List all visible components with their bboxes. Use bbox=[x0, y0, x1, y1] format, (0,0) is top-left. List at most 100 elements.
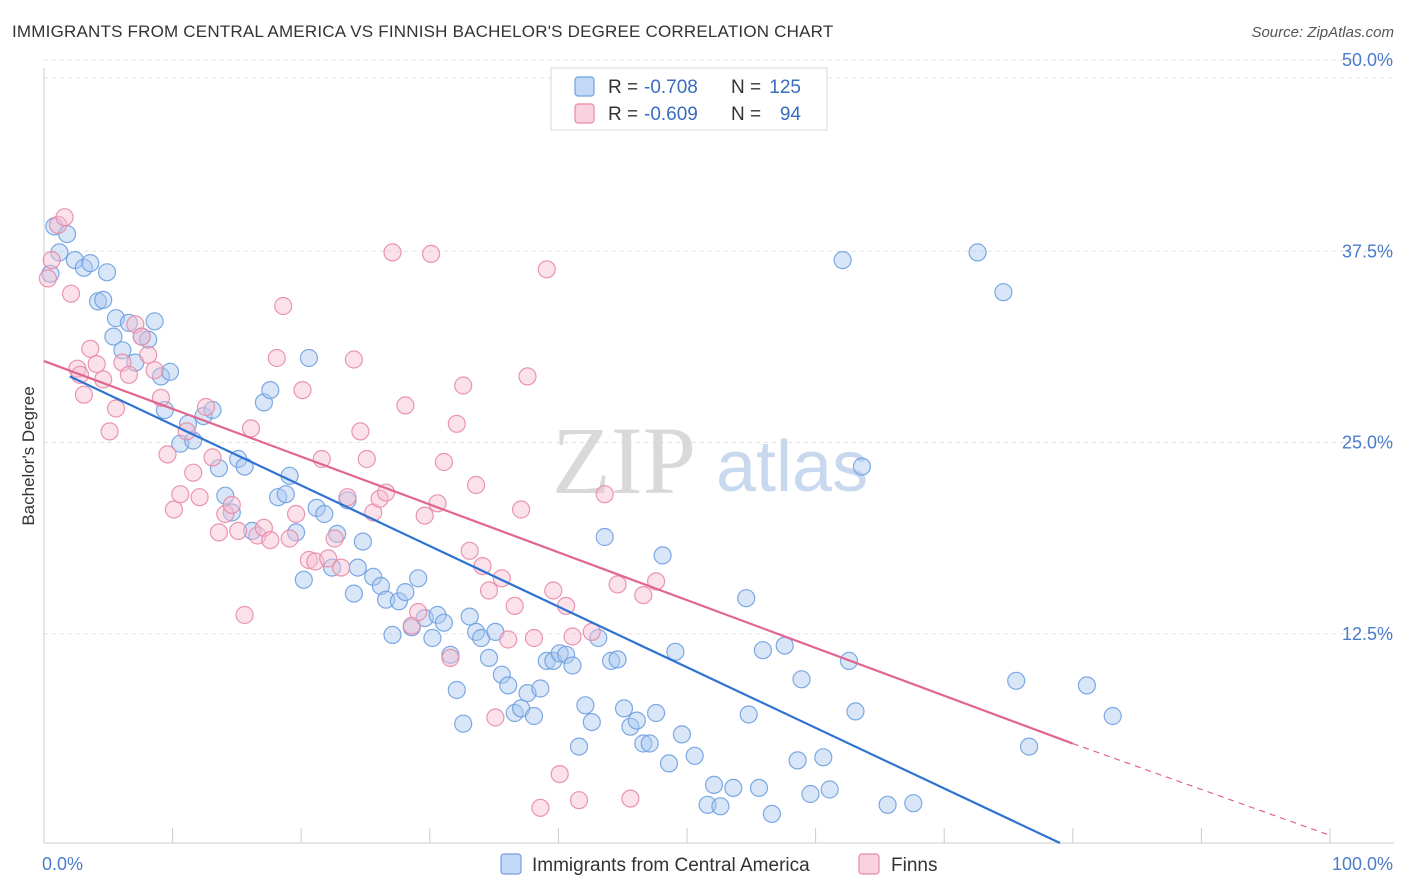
data-point bbox=[454, 376, 473, 395]
watermark-atlas: atlas bbox=[716, 427, 868, 507]
data-point bbox=[846, 702, 865, 721]
data-point bbox=[621, 789, 640, 808]
data-point bbox=[634, 734, 653, 753]
chart-title: IMMIGRANTS FROM CENTRAL AMERICA VS FINNI… bbox=[12, 22, 834, 41]
data-point bbox=[460, 607, 479, 626]
data-point bbox=[299, 550, 318, 570]
data-point bbox=[467, 475, 486, 495]
data-point bbox=[74, 385, 94, 404]
legend-n-value-2: 94 bbox=[780, 104, 802, 125]
data-point bbox=[441, 648, 460, 668]
points-layer bbox=[38, 208, 1122, 824]
data-point bbox=[1103, 706, 1122, 726]
data-point bbox=[556, 645, 576, 664]
legend-r-value-1: -0.708 bbox=[644, 77, 698, 98]
data-point bbox=[325, 529, 344, 548]
data-point bbox=[396, 396, 415, 415]
series-central-america bbox=[41, 217, 1122, 824]
data-point bbox=[569, 791, 589, 810]
chart-source: Source: ZipAtlas.com bbox=[1251, 24, 1394, 41]
data-point bbox=[203, 448, 222, 467]
data-point bbox=[434, 452, 453, 472]
watermark: ZIP atlas bbox=[552, 407, 868, 514]
data-point bbox=[608, 650, 627, 669]
data-point bbox=[344, 350, 363, 369]
data-point bbox=[499, 630, 518, 649]
data-point bbox=[383, 625, 402, 645]
data-point bbox=[113, 341, 132, 360]
data-point bbox=[614, 699, 634, 718]
data-point bbox=[261, 381, 280, 400]
series-legend: Immigrants from Central America Finns bbox=[500, 853, 937, 876]
data-point bbox=[396, 582, 415, 602]
trend-line-extension bbox=[1072, 742, 1331, 836]
data-point bbox=[479, 648, 499, 668]
data-point bbox=[753, 641, 773, 660]
data-point bbox=[42, 251, 61, 270]
data-point bbox=[878, 795, 897, 814]
data-point bbox=[139, 345, 158, 364]
data-point bbox=[184, 463, 203, 482]
data-point bbox=[666, 642, 685, 661]
data-point bbox=[209, 459, 228, 478]
data-point bbox=[563, 627, 582, 646]
data-point bbox=[447, 680, 466, 700]
data-point bbox=[222, 495, 241, 514]
data-point bbox=[299, 348, 318, 368]
data-point bbox=[338, 488, 357, 507]
data-point bbox=[415, 506, 434, 525]
data-point bbox=[353, 532, 372, 551]
data-point bbox=[164, 500, 183, 519]
data-point bbox=[524, 628, 544, 648]
x-tick-label: 100.0% bbox=[1332, 854, 1393, 874]
data-point bbox=[423, 628, 442, 648]
data-point bbox=[608, 575, 627, 594]
data-point bbox=[711, 797, 730, 816]
data-point bbox=[38, 269, 58, 288]
data-point bbox=[792, 670, 811, 689]
y-tick-label: 12.5% bbox=[1342, 624, 1393, 644]
correlation-legend: R = -0.708 N = 125 R = -0.609 N = 94 bbox=[550, 67, 828, 131]
data-point bbox=[383, 243, 402, 262]
data-point bbox=[531, 679, 550, 698]
data-point bbox=[749, 778, 769, 798]
data-point bbox=[216, 486, 235, 505]
data-point bbox=[235, 605, 254, 625]
data-point bbox=[344, 584, 363, 603]
watermark-zip: ZIP bbox=[552, 407, 696, 514]
data-point bbox=[524, 706, 544, 726]
y-tick-label: 25.0% bbox=[1342, 433, 1393, 453]
data-point bbox=[145, 312, 164, 331]
data-point bbox=[601, 651, 621, 671]
data-point bbox=[357, 449, 376, 469]
data-point bbox=[595, 485, 614, 504]
data-point bbox=[762, 804, 782, 824]
data-point bbox=[276, 485, 295, 504]
trend-layer bbox=[43, 360, 1331, 844]
data-point bbox=[190, 488, 209, 507]
bottom-legend-label-central-america: Immigrants from Central America bbox=[532, 855, 810, 876]
y-axis-label: Bachelor's Degree bbox=[19, 386, 38, 525]
data-point bbox=[100, 422, 119, 441]
data-point bbox=[968, 243, 987, 262]
data-point bbox=[94, 290, 113, 309]
data-point bbox=[724, 778, 743, 798]
data-point bbox=[409, 602, 428, 622]
legend-r-value-2: -0.609 bbox=[644, 104, 698, 125]
x-tick-label: 0.0% bbox=[42, 854, 83, 874]
data-point bbox=[267, 348, 286, 368]
data-point bbox=[377, 483, 396, 502]
legend-n-value-1: 125 bbox=[769, 77, 801, 98]
data-point bbox=[332, 558, 351, 577]
data-point bbox=[1077, 676, 1097, 695]
data-point bbox=[119, 365, 138, 384]
data-point bbox=[371, 576, 390, 596]
data-point bbox=[704, 775, 724, 795]
data-point bbox=[447, 414, 466, 433]
trend-line-central-america bbox=[69, 375, 1061, 844]
data-point bbox=[241, 419, 261, 438]
data-point bbox=[293, 381, 312, 400]
bottom-legend-swatch-finns bbox=[858, 853, 880, 875]
data-point bbox=[685, 746, 704, 765]
